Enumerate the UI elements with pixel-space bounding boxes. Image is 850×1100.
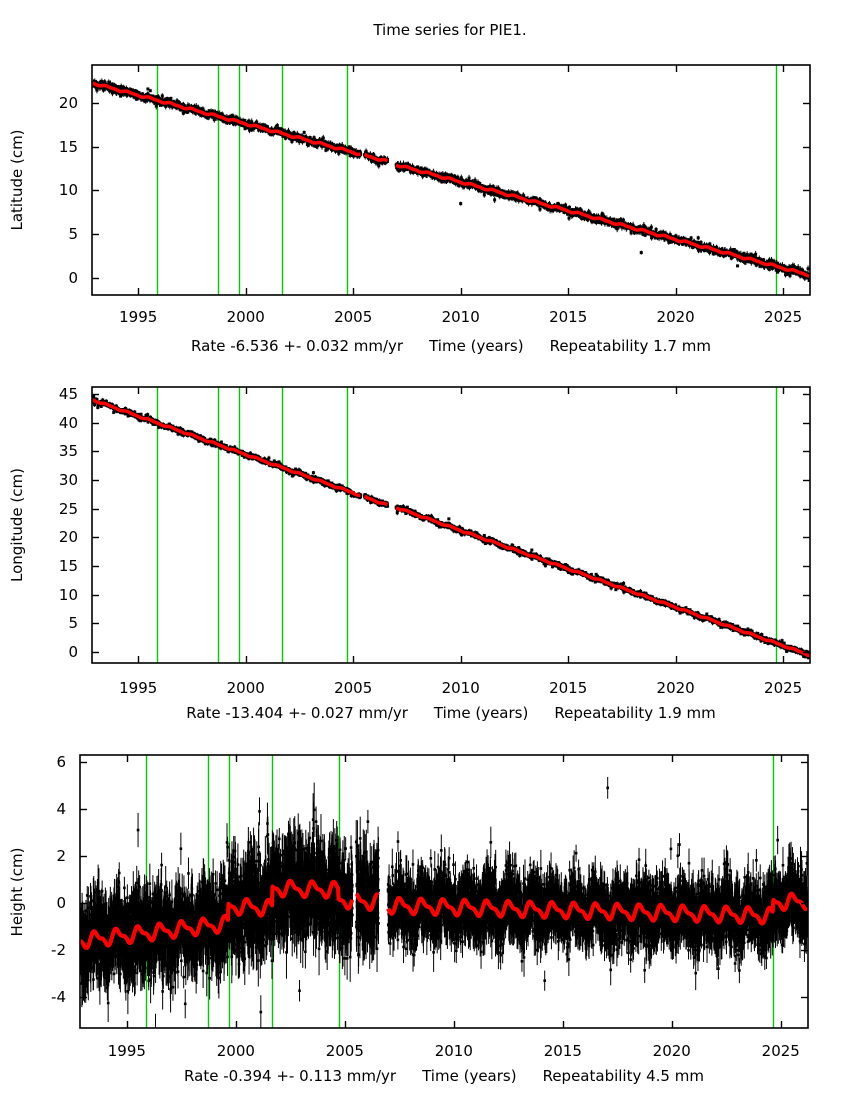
x-tick-label: 2025 — [761, 1042, 800, 1060]
repeatability-label: Repeatability 1.9 mm — [554, 704, 716, 722]
y-tick-label: 5 — [68, 225, 78, 244]
plot-title: Time series for PIE1. — [373, 21, 527, 39]
x-tick-label: 2025 — [764, 308, 803, 326]
latitude-axis-title: Latitude (cm) — [8, 129, 26, 231]
latitude-panel — [92, 65, 810, 295]
y-tick-label: -2 — [51, 940, 66, 959]
x-tick-label: 2015 — [543, 1042, 582, 1060]
longitude-axis-title: Longitude (cm) — [8, 468, 26, 582]
y-tick-label: 4 — [56, 799, 66, 818]
x-tick-label: 2010 — [441, 679, 480, 697]
height-axis-title: Height (cm) — [8, 847, 26, 936]
y-tick-label: 0 — [56, 893, 66, 912]
rate-label: Rate -0.394 +- 0.113 mm/yr — [184, 1067, 397, 1085]
y-tick-label: 20 — [58, 94, 78, 113]
y-tick-label: 30 — [58, 470, 78, 489]
rate-label: Rate -13.404 +- 0.027 mm/yr — [186, 704, 408, 722]
x-axis-title: Time (years) — [429, 337, 524, 355]
y-tick-label: 15 — [58, 137, 78, 156]
y-tick-label: -4 — [51, 987, 66, 1006]
x-tick-label: 2020 — [656, 308, 695, 326]
x-tick-label: 2000 — [226, 308, 265, 326]
y-tick-label: 2 — [56, 846, 66, 865]
repeatability-label: Repeatability 4.5 mm — [542, 1067, 704, 1085]
x-tick-label: 1995 — [119, 679, 158, 697]
x-tick-label: 2000 — [216, 1042, 255, 1060]
latitude-caption: Rate -6.536 +- 0.032 mm/yr Time (years) Re… — [121, 337, 781, 355]
x-tick-label: 2010 — [441, 308, 480, 326]
x-tick-label: 2020 — [652, 1042, 691, 1060]
x-tick-label: 2015 — [549, 679, 588, 697]
y-tick-label: 45 — [58, 384, 78, 403]
x-axis-title: Time (years) — [422, 1067, 517, 1085]
rate-label: Rate -6.536 +- 0.032 mm/yr — [191, 337, 404, 355]
height-panel — [80, 755, 808, 1028]
y-tick-label: 25 — [58, 499, 78, 518]
longitude-caption: Rate -13.404 +- 0.027 mm/yr Time (years) R… — [121, 704, 781, 722]
height-caption: Rate -0.394 +- 0.113 mm/yr Time (years) Re… — [114, 1067, 774, 1085]
longitude-panel — [92, 387, 810, 663]
x-tick-label: 1995 — [107, 1042, 146, 1060]
y-tick-label: 40 — [58, 413, 78, 432]
y-tick-label: 6 — [56, 753, 66, 772]
repeatability-label: Repeatability 1.7 mm — [549, 337, 711, 355]
x-tick-label: 2005 — [334, 679, 373, 697]
x-tick-label: 2010 — [434, 1042, 473, 1060]
y-tick-label: 10 — [58, 585, 78, 604]
x-tick-label: 2005 — [325, 1042, 364, 1060]
y-tick-label: 0 — [68, 268, 78, 287]
x-tick-label: 2015 — [549, 308, 588, 326]
y-tick-label: 15 — [58, 556, 78, 575]
x-tick-label: 2020 — [656, 679, 695, 697]
x-tick-label: 1995 — [119, 308, 158, 326]
y-tick-label: 35 — [58, 442, 78, 461]
x-tick-label: 2000 — [226, 679, 265, 697]
x-axis-title: Time (years) — [433, 704, 529, 722]
x-tick-label: 2005 — [334, 308, 373, 326]
y-tick-label: 0 — [68, 642, 78, 661]
x-tick-label: 2025 — [764, 679, 803, 697]
y-tick-label: 5 — [68, 614, 78, 633]
y-tick-label: 10 — [58, 181, 78, 200]
y-tick-label: 20 — [58, 528, 78, 547]
